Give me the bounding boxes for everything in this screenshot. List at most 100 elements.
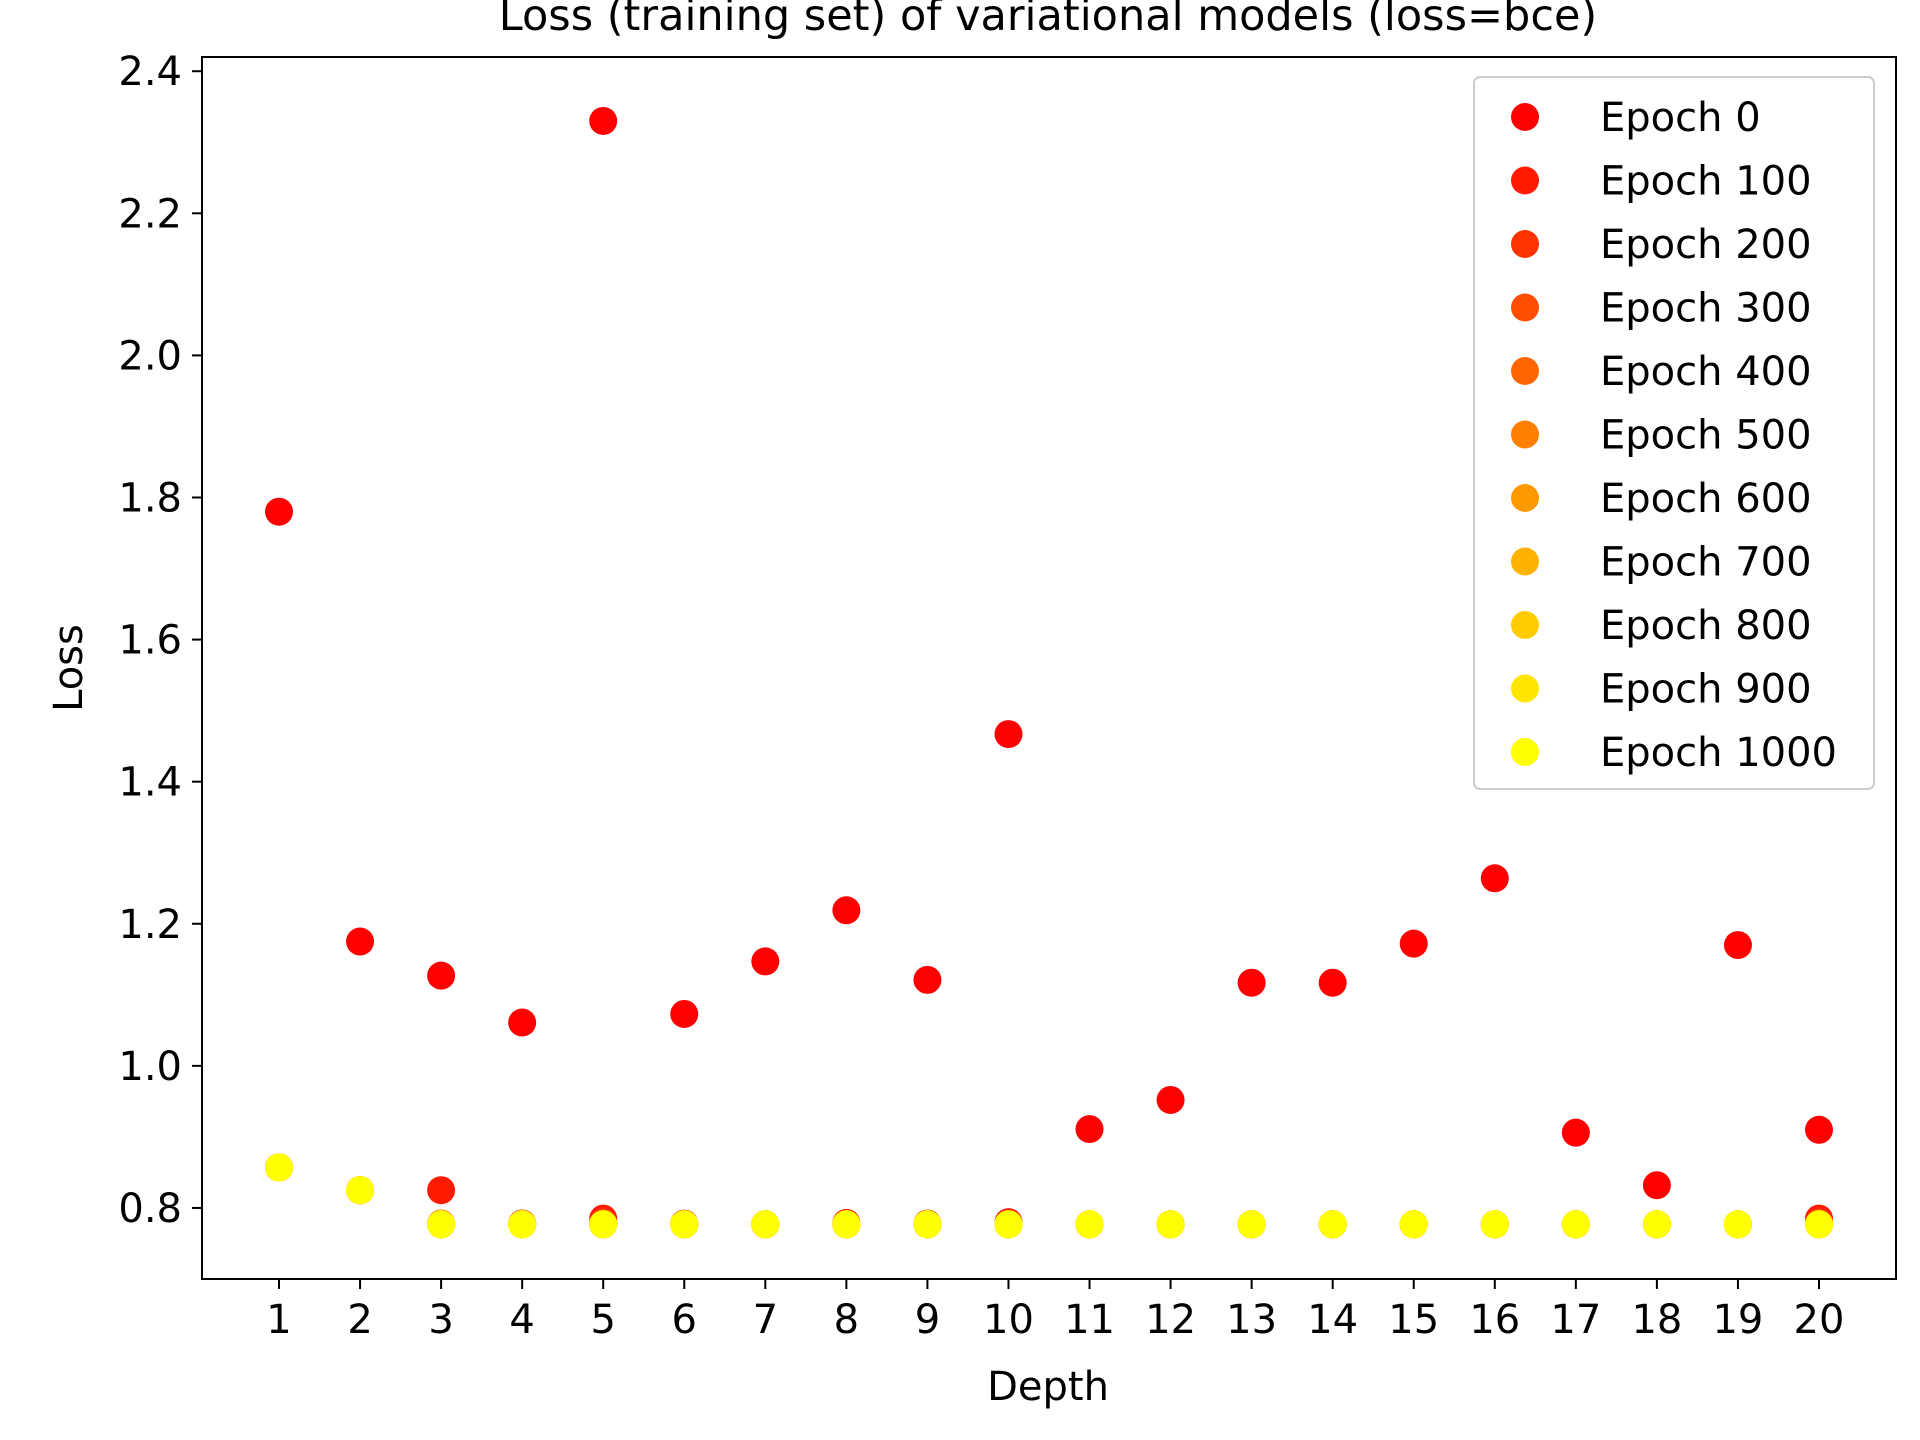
plot-frame (201, 56, 1897, 1280)
y-tick-label: 1.8 (118, 475, 182, 521)
data-point-s0-x13 (1237, 968, 1266, 997)
x-tick-label: 9 (915, 1297, 940, 1343)
data-point-s0-x11 (1075, 1115, 1104, 1144)
y-tick-label: 1.4 (118, 760, 182, 806)
y-tick-label: 0.8 (118, 1186, 182, 1232)
legend-box (1473, 76, 1875, 790)
data-point-s10-x4 (508, 1210, 537, 1239)
x-tick-label: 19 (1712, 1297, 1763, 1343)
y-axis: 0.8 1.0 1.2 1.4 1.6 1.8 2.0 2.2 2.4 (118, 49, 202, 1232)
x-tick-label: 13 (1226, 1297, 1277, 1343)
y-axis-title: Loss (46, 624, 92, 712)
data-point-s10-x2 (346, 1176, 375, 1205)
data-points (265, 106, 1833, 1239)
legend-marker (1511, 611, 1539, 639)
x-tick-label: 10 (983, 1297, 1034, 1343)
chart-title: Loss (training set) of variational model… (499, 0, 1597, 41)
data-point-s10-x16 (1480, 1210, 1509, 1239)
y-tick-label: 2.2 (118, 191, 182, 237)
legend-label: Epoch 800 (1600, 603, 1812, 649)
legend-label: Epoch 600 (1600, 476, 1812, 522)
y-tick-label: 2.4 (118, 49, 182, 95)
data-point-s10-x12 (1156, 1210, 1185, 1239)
data-point-s10-x3 (427, 1210, 456, 1239)
legend-marker (1511, 738, 1539, 766)
x-tick-label: 18 (1631, 1297, 1682, 1343)
legend-marker (1511, 103, 1539, 131)
x-tick-label: 14 (1307, 1297, 1358, 1343)
data-point-s0-x5 (589, 106, 618, 135)
data-point-s1-x3 (427, 1176, 456, 1205)
legend-marker (1511, 293, 1539, 322)
x-tick-label: 11 (1064, 1297, 1115, 1343)
data-point-s10-x11 (1075, 1210, 1104, 1239)
legend-label: Epoch 900 (1600, 667, 1812, 713)
data-point-s10-x15 (1399, 1210, 1428, 1239)
data-point-s10-x9 (913, 1210, 942, 1239)
data-point-s10-x10 (994, 1210, 1023, 1239)
data-point-s10-x18 (1642, 1210, 1671, 1239)
legend: Epoch 0 Epoch 100 Epoch 200 Epoch 300 Epoch … (1473, 76, 1875, 790)
x-tick-label: 16 (1469, 1297, 1520, 1343)
data-point-s0-x14 (1318, 968, 1347, 997)
legend-label: Epoch 1000 (1600, 730, 1837, 776)
x-tick-label: 7 (753, 1297, 778, 1343)
x-tick-label: 1 (266, 1297, 291, 1343)
legend-label: Epoch 0 (1600, 95, 1761, 141)
x-tick-label: 2 (347, 1297, 372, 1343)
data-point-s10-x5 (589, 1210, 618, 1239)
data-point-s10-x6 (670, 1210, 699, 1239)
x-tick-label: 4 (509, 1297, 534, 1343)
y-tick-label: 1.2 (118, 902, 182, 948)
legend-marker (1511, 484, 1539, 512)
x-axis-title: Depth (987, 1364, 1109, 1410)
x-tick-label: 6 (672, 1297, 697, 1343)
data-point-s0-x2 (346, 927, 375, 956)
y-tick-label: 1.6 (118, 618, 182, 664)
data-point-s0-x19 (1723, 931, 1752, 960)
x-tick-label: 20 (1794, 1297, 1845, 1343)
data-point-s10-x1 (265, 1153, 293, 1182)
data-point-s0-x10 (994, 720, 1023, 749)
data-point-s0-x1 (265, 497, 293, 526)
legend-marker (1511, 230, 1539, 258)
y-tick-label: 2.0 (118, 333, 182, 379)
data-point-s10-x8 (832, 1210, 861, 1239)
x-axis: 1 2 3 4 5 6 7 8 9 10 11 12 13 14 15 16 17 18 19 20 (266, 1279, 1844, 1343)
data-point-s0-x8 (832, 896, 861, 925)
data-point-s0-x7 (751, 947, 780, 976)
data-point-s10-x19 (1723, 1210, 1752, 1239)
legend-label: Epoch 500 (1600, 413, 1812, 459)
data-point-s0-x6 (670, 999, 699, 1028)
data-point-s0-x9 (913, 965, 942, 994)
data-point-s0-x17 (1561, 1118, 1590, 1147)
data-point-s0-x20 (1805, 1115, 1833, 1144)
data-point-s0-x3 (427, 961, 456, 990)
legend-label: Epoch 200 (1600, 222, 1812, 268)
legend-marker (1511, 420, 1539, 449)
data-point-s10-x17 (1561, 1210, 1590, 1239)
data-point-s10-x7 (751, 1210, 780, 1239)
x-tick-label: 3 (428, 1297, 453, 1343)
data-point-s10-x13 (1237, 1210, 1266, 1239)
legend-marker (1511, 166, 1539, 195)
legend-label: Epoch 700 (1600, 540, 1812, 586)
x-tick-label: 15 (1388, 1297, 1439, 1343)
x-tick-label: 8 (834, 1297, 859, 1343)
legend-label: Epoch 100 (1600, 159, 1812, 205)
legend-marker (1511, 357, 1539, 385)
data-point-s0-x12 (1156, 1085, 1185, 1114)
legend-label: Epoch 300 (1600, 286, 1812, 332)
x-tick-label: 17 (1550, 1297, 1601, 1343)
data-point-s0-x4 (508, 1008, 537, 1037)
legend-marker (1511, 547, 1539, 576)
data-point-s10-x20 (1805, 1210, 1833, 1239)
data-point-s10-x14 (1318, 1210, 1347, 1239)
y-tick-label: 1.0 (118, 1044, 182, 1090)
legend-marker (1511, 674, 1539, 703)
data-point-s0-x16 (1480, 864, 1509, 893)
x-tick-label: 5 (590, 1297, 615, 1343)
x-tick-label: 12 (1145, 1297, 1196, 1343)
data-point-s0-x15 (1399, 929, 1428, 958)
